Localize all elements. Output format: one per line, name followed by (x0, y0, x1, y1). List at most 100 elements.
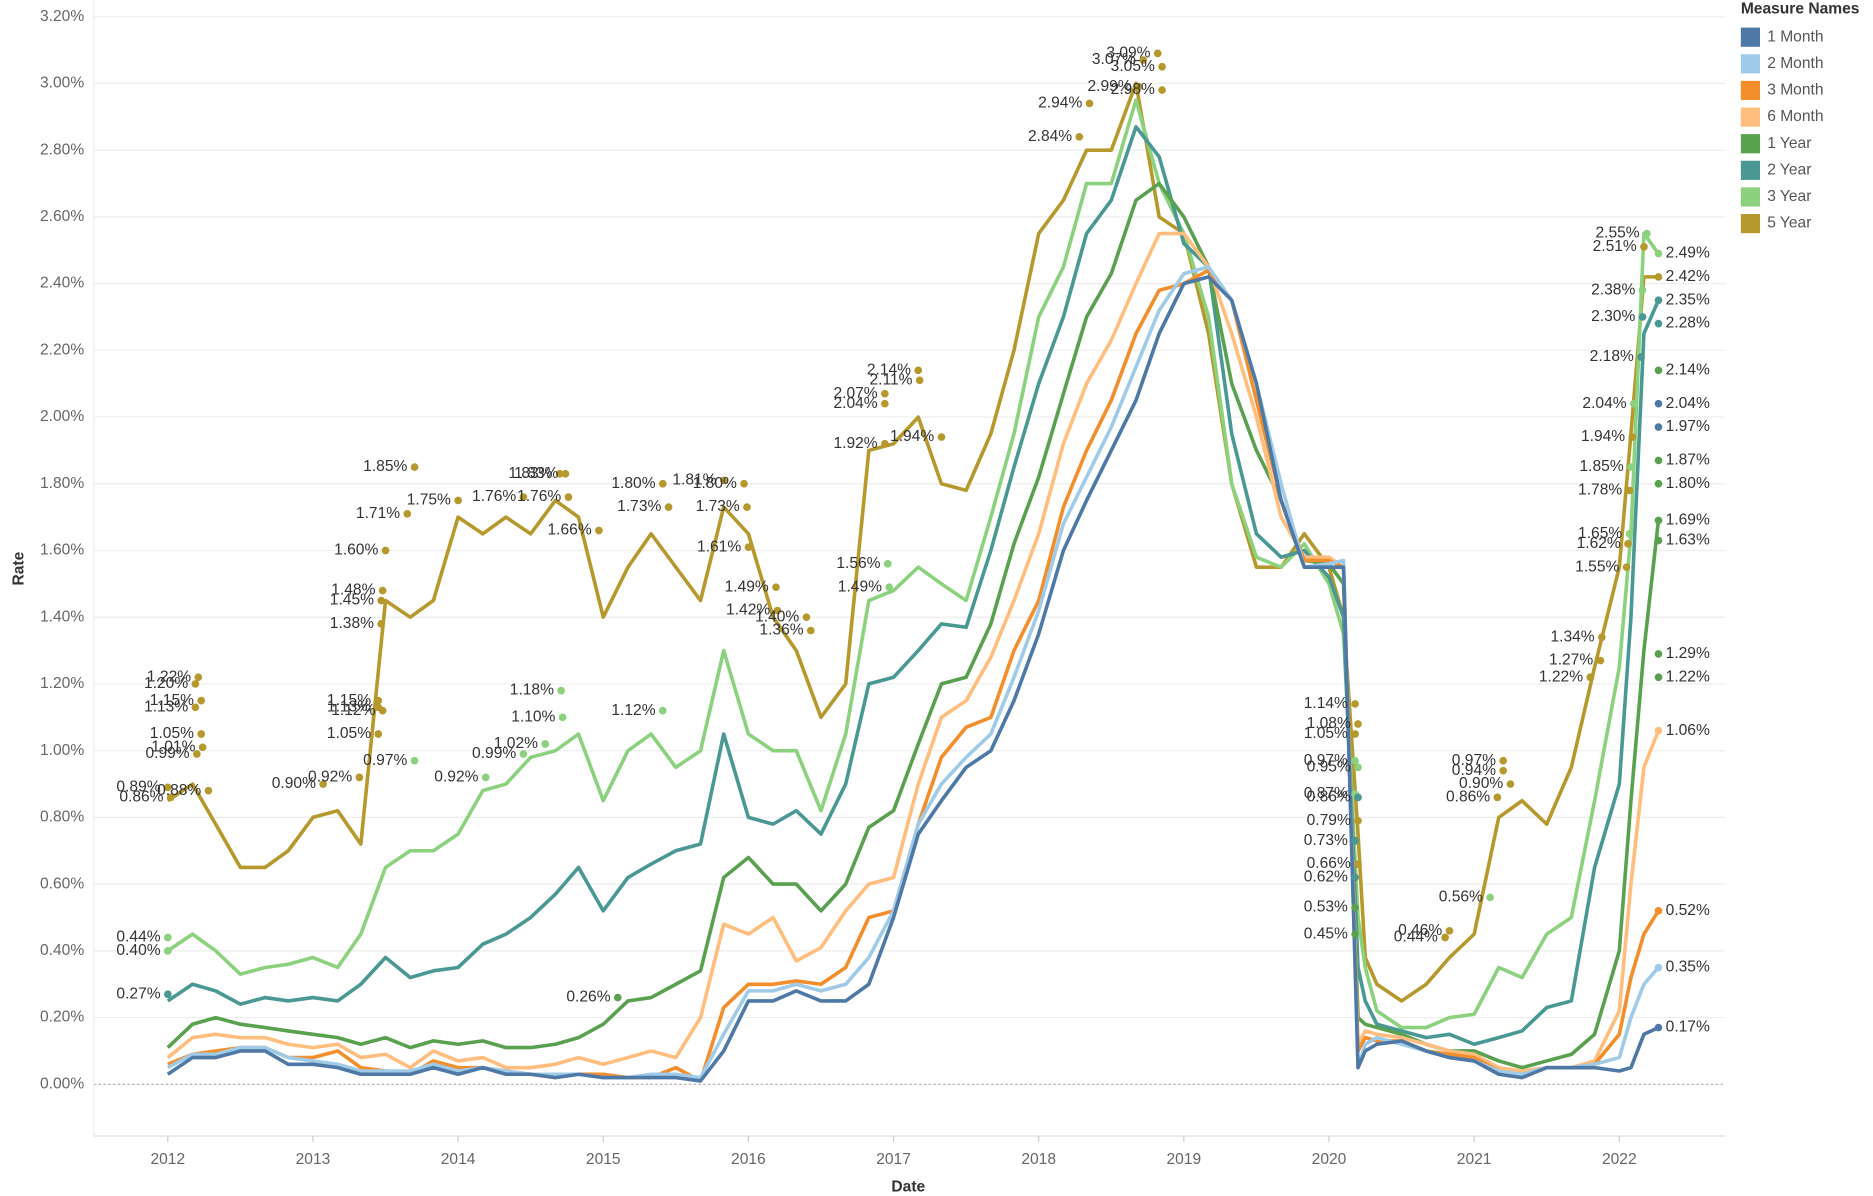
legend-swatch (1740, 187, 1761, 207)
annotation-dot (191, 680, 200, 688)
annotation-dot (1586, 673, 1595, 682)
annotation-label: 1.80% (611, 475, 655, 492)
annotation-label: 1.87% (1666, 452, 1710, 469)
annotation-dot (1085, 99, 1094, 108)
annotation-dot (1637, 353, 1645, 361)
annotation-dot (1643, 229, 1651, 238)
annotation-label: 1.66% (548, 522, 592, 539)
annotation-label: 0.86% (1307, 789, 1351, 806)
annotation-dot (403, 509, 412, 518)
annotation-dot (658, 706, 667, 715)
annotation-dot (1351, 903, 1359, 912)
annotation-label: 1.62% (1577, 535, 1621, 552)
annotation-label: 2.51% (1593, 238, 1637, 255)
series-line (166, 81, 1659, 1003)
x-tick-label: 2018 (1021, 1151, 1056, 1168)
annotation-label: 1.22% (1666, 668, 1710, 685)
annotation-dot (1486, 893, 1494, 902)
legend-label: 3 Month (1767, 82, 1823, 99)
annotation-label: 1.78% (1578, 482, 1622, 499)
legend-title: Measure Names (1741, 1, 1860, 18)
annotation-label: 0.94% (1452, 762, 1496, 779)
annotation-label: 0.88% (157, 782, 201, 799)
annotation-dot (743, 503, 751, 511)
annotation-dot (772, 583, 780, 592)
annotation-dot (1351, 836, 1359, 845)
x-tick-label: 2019 (1167, 1151, 1202, 1168)
annotation-label: 1.34% (1550, 628, 1594, 645)
annotation-dot (915, 376, 924, 385)
annotation-dot (806, 626, 815, 635)
annotation-label: 1.69% (1666, 512, 1710, 529)
annotation-label: 1.20% (144, 675, 188, 692)
annotation-dot (1153, 49, 1162, 58)
annotation-dot (1158, 62, 1166, 71)
annotation-dot (374, 730, 383, 738)
annotation-dot (519, 750, 528, 758)
annotation-dot (519, 493, 528, 501)
annotation-label: 2.94% (1038, 95, 1082, 112)
y-tick-label: 3.20% (40, 8, 84, 25)
annotation-label: 1.71% (356, 505, 400, 522)
legend-label: 1 Month (1767, 28, 1823, 45)
legend-label: 1 Year (1767, 135, 1811, 152)
annotation-label: 0.92% (308, 768, 352, 785)
annotation-label: 1.15% (327, 692, 371, 709)
annotation-label: 1.40% (755, 608, 799, 625)
annotation-label: 0.97% (1452, 752, 1496, 769)
annotation-label: 1.92% (833, 435, 877, 452)
annotation-label: 1.85% (1580, 458, 1624, 475)
annotation-label: 1.94% (890, 428, 934, 445)
annotation-dot (381, 546, 390, 555)
annotation-label: 1.73% (696, 498, 740, 515)
annotation-dot (1654, 536, 1663, 545)
legend-swatch (1740, 54, 1761, 74)
annotation-label: 1.80% (1666, 475, 1710, 492)
annotation-label: 1.63% (1666, 532, 1710, 549)
legend-label: 2 Year (1767, 161, 1811, 178)
annotation-label: 0.40% (116, 942, 160, 959)
annotation-label: 1.15% (150, 692, 194, 709)
annotation-dot (773, 606, 782, 615)
legend-label: 5 Year (1767, 215, 1811, 232)
annotation-dot (374, 696, 383, 705)
annotation-label: 3.09% (1106, 45, 1150, 62)
annotation-label: 0.62% (1304, 869, 1348, 886)
annotation-label: 2.04% (1582, 395, 1626, 412)
annotation-dot (883, 560, 892, 568)
annotation-dot (1351, 700, 1359, 708)
annotation-label: 1.27% (1549, 652, 1593, 669)
annotation-label: 1.45% (330, 592, 374, 609)
annotation-label: 1.73% (617, 498, 661, 515)
annotation-dot (1354, 816, 1362, 825)
annotation-dot (564, 493, 573, 501)
legend-swatch (1740, 27, 1761, 47)
annotation-dot (1654, 456, 1663, 465)
series-line (167, 268, 1660, 1083)
annotation-label: 2.14% (1666, 361, 1710, 378)
annotation-dot (410, 463, 419, 471)
legend-label: 2 Month (1767, 55, 1823, 72)
annotation-dot (1654, 673, 1663, 682)
annotation-dot (1596, 656, 1605, 665)
annotation-dot (885, 583, 894, 592)
x-tick-label: 2012 (150, 1151, 185, 1168)
annotation-label: 1.83% (508, 465, 552, 482)
annotation-dot (1499, 766, 1507, 775)
annotation-label: 1.76% (517, 488, 561, 505)
annotation-label: 0.27% (116, 985, 160, 1002)
annotation-label: 2.84% (1028, 128, 1072, 145)
annotation-label: 1.42% (726, 602, 770, 619)
x-tick-label: 2015 (586, 1151, 621, 1168)
annotation-dot (410, 756, 419, 765)
annotation-dot (880, 389, 889, 398)
annotation-label: 1.14% (1304, 695, 1348, 712)
annotation-dot (1158, 86, 1166, 94)
annotation-label: 1.06% (1666, 722, 1710, 739)
annotation-dot (1622, 563, 1631, 572)
annotation-label: 0.46% (1398, 922, 1442, 939)
annotation-label: 1.05% (1304, 725, 1348, 742)
y-tick-label: 2.00% (40, 408, 84, 425)
legend-swatch (1740, 160, 1761, 180)
